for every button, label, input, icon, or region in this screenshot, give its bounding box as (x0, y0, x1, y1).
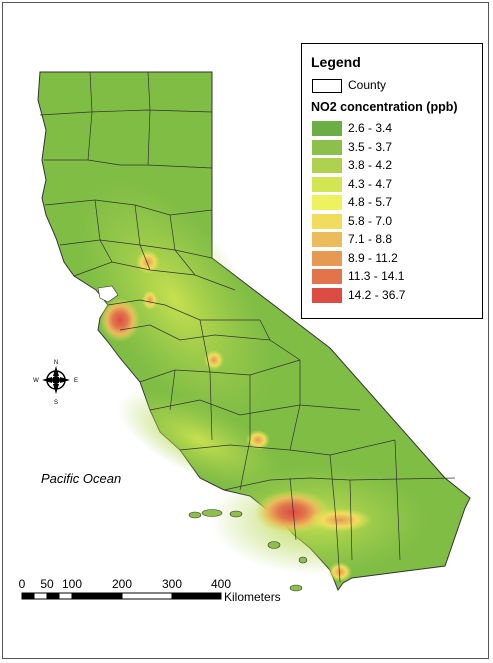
hotspot-bay-area (100, 298, 140, 342)
legend-heading: NO2 concentration (ppb) (311, 100, 458, 114)
legend-class-label: 4.8 - 5.7 (348, 195, 393, 209)
legend-swatch (312, 232, 342, 247)
legend-title: Legend (311, 54, 361, 70)
south-label: S (54, 400, 58, 406)
legend-class-label: 7.1 - 8.8 (348, 232, 393, 246)
legend-class-row: 7.1 - 8.8 (312, 232, 477, 248)
legend-class-row: 5.8 - 7.0 (312, 213, 477, 230)
legend-class-row: 3.8 - 4.2 (312, 158, 477, 174)
legend-swatch (312, 158, 342, 173)
west-label: W (33, 378, 39, 384)
legend-class-row: 4.3 - 4.7 (312, 176, 477, 193)
scale-tick-label: 300 (162, 577, 182, 591)
hotspot-san-diego (328, 562, 352, 582)
legend-box: Legend County NO2 concentration (ppb) 2.… (301, 43, 483, 319)
legend-class-label: 2.6 - 3.4 (348, 121, 393, 135)
scale-segments (21, 592, 222, 600)
county-swatch (312, 79, 342, 93)
scale-tick-label: 50 (40, 577, 54, 591)
legend-class-label: 4.3 - 4.7 (348, 176, 393, 191)
coast-band (117, 390, 283, 490)
legend-class-label: 14.2 - 36.7 (348, 287, 406, 302)
legend-class-label: 5.8 - 7.0 (348, 213, 393, 228)
san-francisco-bay (97, 285, 119, 303)
legend-swatch (312, 176, 342, 192)
legend-swatch (312, 287, 342, 303)
north-arrow-icon: N S W E (33, 360, 78, 406)
legend-swatch (312, 213, 342, 229)
legend-swatch (312, 195, 342, 210)
legend-class-label: 3.5 - 3.7 (348, 139, 393, 154)
scale-tick-label: 400 (211, 577, 231, 591)
ocean-label: Pacific Ocean (41, 471, 122, 486)
legend-class-label: 11.3 - 14.1 (348, 269, 405, 283)
scale-tick-label: 0 (19, 577, 26, 591)
legend-class-row: 2.6 - 3.4 (312, 121, 477, 137)
legend-class-label: 8.9 - 11.2 (348, 250, 398, 265)
channel-islands (188, 509, 308, 592)
county-boundaries (39, 71, 456, 583)
east-label: E (74, 378, 78, 384)
north-label: N (54, 360, 58, 366)
legend-class-row: 11.3 - 14.1 (312, 269, 477, 285)
scale-tick-label: 200 (112, 577, 132, 591)
hotspot-inland-empire (308, 508, 372, 532)
legend-class-row: 3.5 - 3.7 (312, 139, 477, 156)
legend-swatch (312, 269, 342, 284)
scale-tick-label: 100 (62, 577, 82, 591)
legend-swatch (312, 121, 342, 136)
legend-class-row: 4.8 - 5.7 (312, 195, 477, 211)
legend-class-row: 8.9 - 11.2 (312, 250, 477, 267)
legend-class-row: 14.2 - 36.7 (312, 287, 477, 304)
hotspot-bakersfield (246, 430, 270, 450)
legend-swatch (312, 250, 342, 266)
central-valley-band (76, 178, 274, 422)
legend-swatch (312, 139, 342, 155)
county-label: County (348, 78, 387, 92)
scale-unit-label: Kilometers (224, 590, 281, 604)
hotspot-stockton (142, 290, 158, 310)
legend-class-label: 3.8 - 4.2 (348, 158, 393, 172)
